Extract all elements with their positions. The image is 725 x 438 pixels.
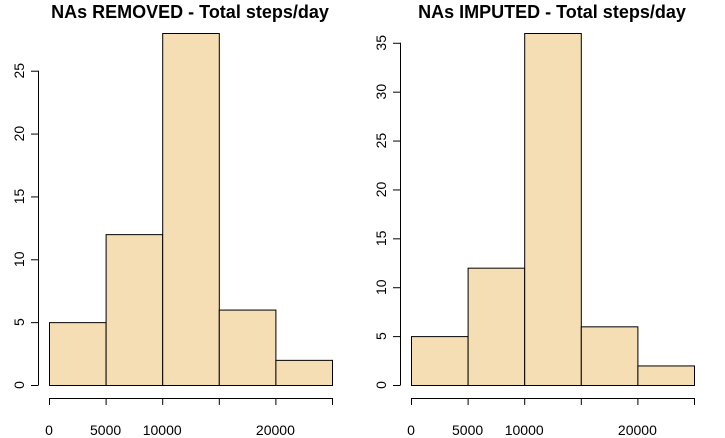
x-tick-label: 20000 bbox=[618, 422, 657, 438]
x-tick-label: 20000 bbox=[256, 422, 295, 438]
chart-title: NAs REMOVED - Total steps/day bbox=[51, 2, 329, 22]
y-tick-label: 10 bbox=[11, 251, 27, 267]
histogram-bar bbox=[524, 33, 582, 386]
y-tick-label: 5 bbox=[373, 332, 389, 340]
chart-title: NAs IMPUTED - Total steps/day bbox=[418, 2, 686, 22]
y-tick-label: 15 bbox=[373, 230, 389, 246]
x-tick-label: 0 bbox=[45, 422, 53, 438]
histogram-bar bbox=[637, 365, 696, 387]
x-tick-label: 5000 bbox=[90, 422, 121, 438]
x-tick-label: 10000 bbox=[505, 422, 544, 438]
histogram-bar bbox=[411, 336, 469, 387]
y-tick-label: 25 bbox=[11, 63, 27, 79]
y-tick-label: 25 bbox=[373, 133, 389, 149]
x-tick-label: 10000 bbox=[143, 422, 182, 438]
histogram-panel-nas-imputed: NAs IMPUTED - Total steps/day 0 5 10 15 20 25… bbox=[373, 2, 696, 438]
histogram-panel-nas-removed: NAs REMOVED - Total steps/day 0 5 10 15 20 25… bbox=[11, 2, 333, 438]
y-tick-label: 5 bbox=[11, 318, 27, 326]
y-tick-label: 20 bbox=[373, 181, 389, 197]
y-tick-label: 0 bbox=[373, 381, 389, 389]
x-tick-label: 5000 bbox=[452, 422, 483, 438]
histogram-bar bbox=[218, 309, 277, 387]
histogram-bar bbox=[275, 359, 333, 387]
histogram-bar bbox=[580, 326, 639, 387]
histogram-bar bbox=[467, 267, 526, 386]
y-tick-label: 30 bbox=[373, 84, 389, 100]
histogram-bar bbox=[105, 234, 164, 386]
histogram-bar bbox=[162, 33, 220, 386]
x-tick-label: 0 bbox=[407, 422, 415, 438]
y-tick-label: 15 bbox=[11, 188, 27, 204]
y-tick-label: 0 bbox=[11, 381, 27, 389]
y-tick-label: 10 bbox=[373, 279, 389, 295]
y-tick-label: 20 bbox=[11, 126, 27, 142]
y-tick-label: 35 bbox=[373, 35, 389, 51]
histogram-bar bbox=[49, 322, 107, 386]
